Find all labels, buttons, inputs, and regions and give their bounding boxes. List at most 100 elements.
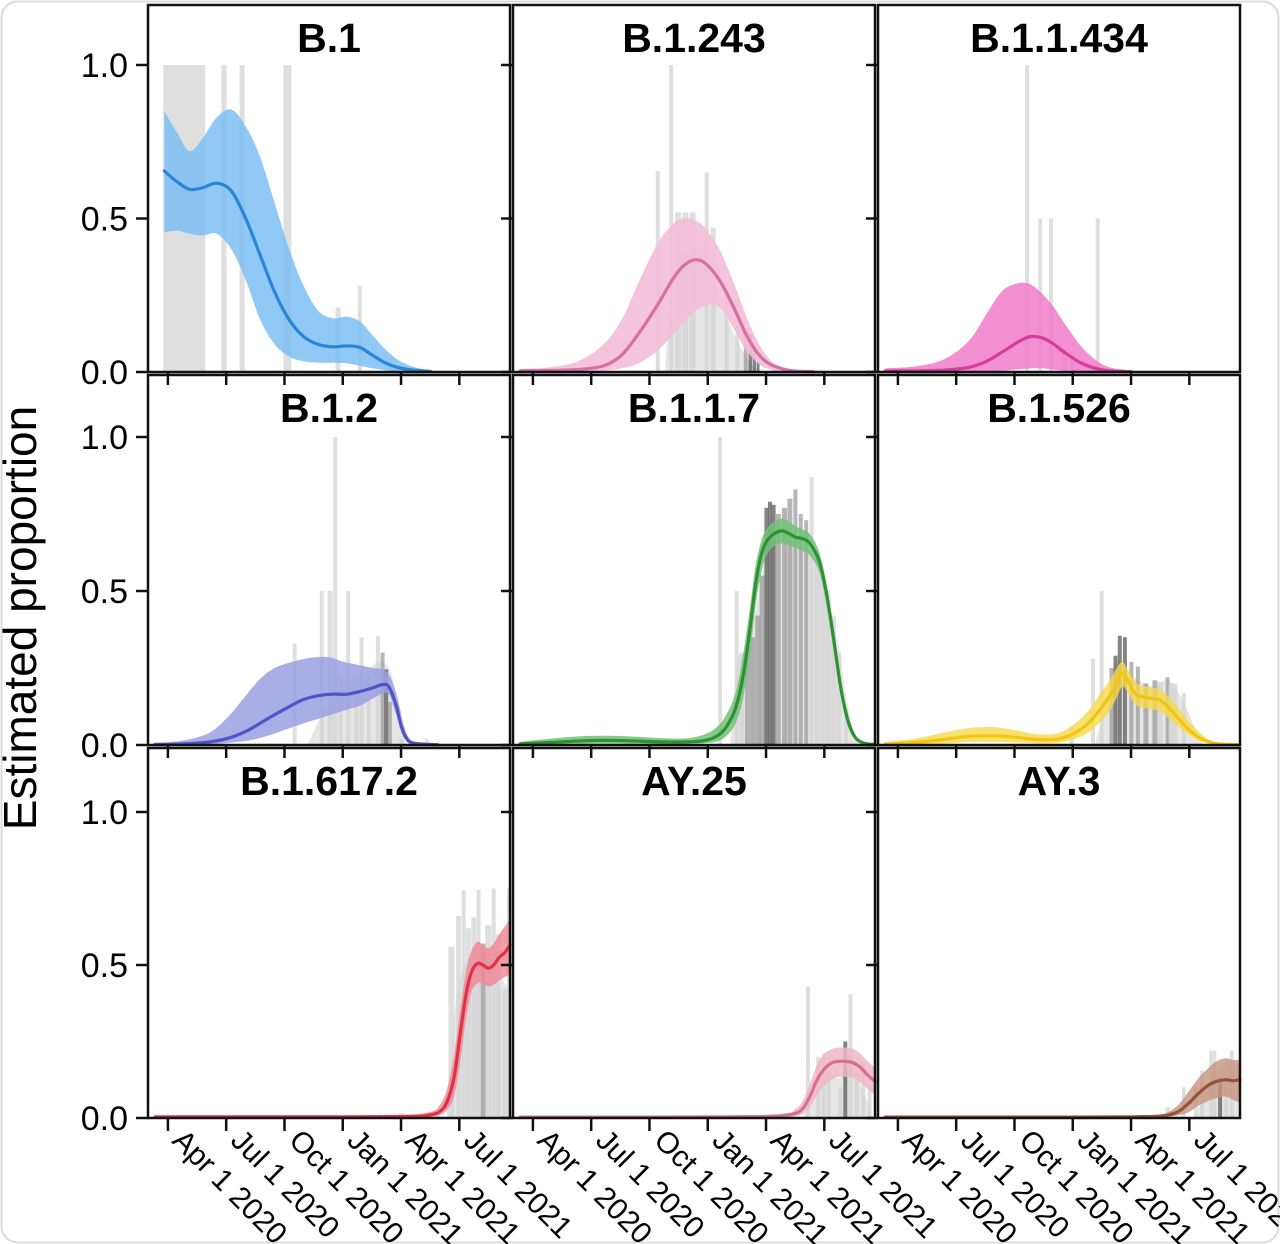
sample-bar-B-1-1-7	[768, 501, 772, 745]
sample-bar-B-1-243	[756, 361, 760, 372]
sample-bar-B-1-1-7	[718, 437, 723, 745]
sample-bar-AY-25	[861, 1062, 866, 1118]
sample-bar-B-1-617-2	[485, 925, 492, 1118]
panel-title-AY-25: AY.25	[641, 758, 747, 804]
sample-bar-B-1-2	[387, 701, 392, 745]
panel-frame-B-1-1-434	[876, 3, 1242, 374]
sample-bar-B-1-2	[384, 669, 389, 745]
sample-bar-B-1-1-7	[820, 575, 825, 745]
sample-bar-B-1-2	[424, 738, 429, 745]
sample-bar-B-1-526	[1099, 591, 1104, 745]
panel-frame-B-1-243	[511, 3, 877, 374]
ci-ribbon-B-1-2	[155, 656, 438, 745]
estimate-line-B-1-526	[883, 671, 1242, 747]
sample-bar-B-1-1-7	[755, 615, 761, 745]
panel-title-B-1-617-2: B.1.617.2	[240, 758, 418, 804]
sample-bar-B-1-526	[1129, 661, 1134, 745]
sample-bar-B-1-243	[743, 330, 748, 372]
ci-ribbon-B-1	[164, 109, 431, 372]
panel-frame-B-1-526	[876, 373, 1242, 747]
sample-bar-B-1-526	[1122, 637, 1127, 745]
panel-frame-B-1	[146, 3, 512, 374]
panel-frame-B-1-2	[146, 373, 512, 747]
sample-bar-B-1-617-2	[502, 989, 507, 1118]
y-tick-label: 0.5	[81, 947, 128, 985]
sample-bar-B-1-526	[1152, 680, 1158, 745]
panel-frame-AY-3	[876, 746, 1242, 1120]
panel-title-B-1-1-434: B.1.1.434	[970, 15, 1148, 61]
panel-frame-B-1-617-2	[146, 746, 512, 1120]
panel-frame-B-1-1-7	[511, 373, 877, 747]
sample-bar-B-1-617-2	[495, 934, 501, 1118]
sample-bar-B-1-2	[333, 437, 338, 745]
y-axis-title: Estimated proportion	[0, 406, 46, 830]
sample-bar-B-1-526	[1113, 655, 1118, 745]
panel-title-B-1-1-7: B.1.1.7	[628, 385, 760, 431]
sample-bar-B-1-1-7	[844, 708, 848, 745]
sample-bar-AY-25	[806, 986, 810, 1118]
sample-bar-B-1-2	[366, 677, 371, 745]
sample-bar-B-1-1-7	[745, 646, 751, 745]
panel-title-B-1-243: B.1.243	[622, 15, 766, 61]
estimate-line-B-1-1-434	[883, 334, 1133, 374]
estimate-line-B-1-1-7	[518, 529, 877, 746]
sample-bar-B-1-1-7	[775, 514, 781, 745]
sample-bar-B-1-1-7	[830, 615, 836, 745]
sample-bar-B-1-1-7	[771, 504, 776, 745]
sample-bar-B-1-1-7	[836, 652, 842, 745]
sample-bar-B-1-1-7	[787, 498, 793, 745]
sample-bar-B-1-617-2	[476, 890, 481, 1118]
sample-bar-B-1-1-7	[809, 477, 814, 745]
sample-bar-B-1-243	[669, 65, 674, 372]
sample-bar-B-1-526	[1143, 683, 1149, 745]
panel-title-B-1-2: B.1.2	[280, 385, 378, 431]
sample-bar-B-1-526	[1091, 658, 1095, 745]
panel-title-AY-3: AY.3	[1018, 758, 1101, 804]
sample-bar-B-1-2	[399, 738, 404, 745]
sample-bar-B-1-1-7	[793, 489, 798, 745]
sample-bar-B-1-617-2	[480, 943, 486, 1118]
estimate-line-B-1	[162, 169, 432, 373]
ci-ribbon-B-1-243	[520, 218, 814, 372]
sample-bar-B-1-1-7	[804, 520, 809, 745]
sample-bar-B-1-1-7	[734, 591, 739, 745]
sample-bar-B-1-243	[724, 284, 729, 372]
panel-frame-AY-25	[511, 746, 877, 1120]
sample-bar-B-1-526	[1157, 681, 1163, 745]
sample-bar-B-1-1-7	[825, 591, 831, 745]
sample-bar-B-1-2	[380, 652, 385, 745]
sample-bar-B-1-1-7	[814, 554, 820, 745]
sample-bar-B-1-1-7	[782, 507, 787, 745]
y-tick-label: 0.0	[81, 727, 128, 765]
y-tick-label: 0.0	[81, 354, 128, 392]
sample-bar-AY-25	[854, 1072, 860, 1118]
sample-bar-AY-3	[1218, 1078, 1223, 1118]
panel-title-B-1-526: B.1.526	[987, 385, 1131, 431]
sample-bar-B-1	[283, 65, 292, 372]
sample-bar-B-1-1-7	[750, 637, 756, 745]
panel-title-B-1: B.1	[297, 15, 361, 61]
sample-bar-B-1-617-2	[448, 946, 455, 1118]
sample-bar-B-1-617-2	[465, 928, 471, 1118]
sample-bar-AY-25	[838, 1087, 843, 1118]
y-tick-label: 1.0	[81, 47, 128, 85]
sample-bar-AY-25	[843, 1041, 848, 1118]
sample-bar-B-1-617-2	[491, 888, 496, 1118]
estimate-line-B-1-2	[153, 682, 440, 747]
estimate-line-B-1-243	[518, 258, 816, 374]
sample-bar-B-1-617-2	[456, 916, 462, 1118]
sample-bar-AY-25	[867, 1087, 872, 1118]
sample-bar-AY-3	[1224, 1087, 1229, 1118]
sample-bar-B-1-2	[354, 683, 359, 745]
ci-ribbon-B-1-526	[885, 661, 1240, 745]
sample-bar-B-1-1-434	[1025, 65, 1030, 372]
sample-bar-AY-25	[826, 1056, 831, 1118]
y-tick-label: 0.5	[81, 201, 128, 239]
ci-ribbon-AY-25	[520, 1047, 875, 1118]
sample-bar-B-1-1-7	[759, 575, 765, 745]
y-tick-label: 1.0	[81, 794, 128, 832]
y-tick-label: 0.0	[81, 1100, 128, 1138]
y-tick-label: 1.0	[81, 419, 128, 457]
